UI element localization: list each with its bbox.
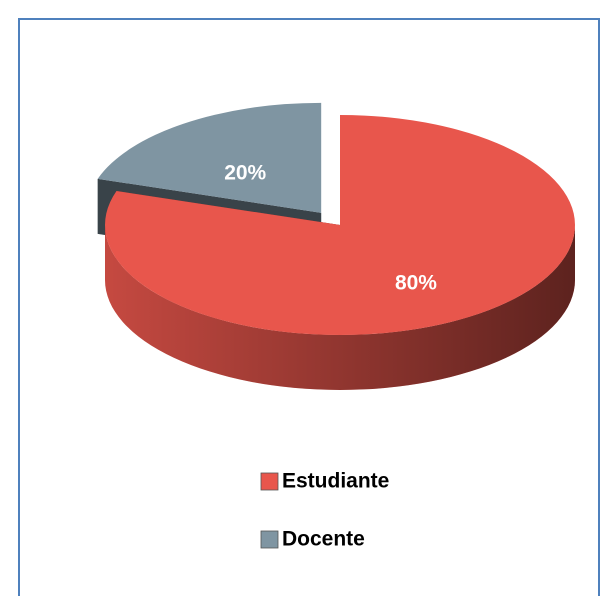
data-label: 80% (395, 271, 437, 294)
slice (104, 115, 575, 335)
legend-label: Docente (282, 528, 365, 551)
pie: 80% 20% (97, 102, 575, 390)
legend-swatch (260, 530, 279, 549)
legend-label: Estudiante (282, 470, 389, 493)
slice (97, 102, 322, 213)
data-label: 20% (224, 161, 266, 184)
legend: Estudiante Docente (260, 470, 389, 551)
slice-side-shade (105, 225, 575, 390)
legend-swatch (260, 472, 279, 491)
